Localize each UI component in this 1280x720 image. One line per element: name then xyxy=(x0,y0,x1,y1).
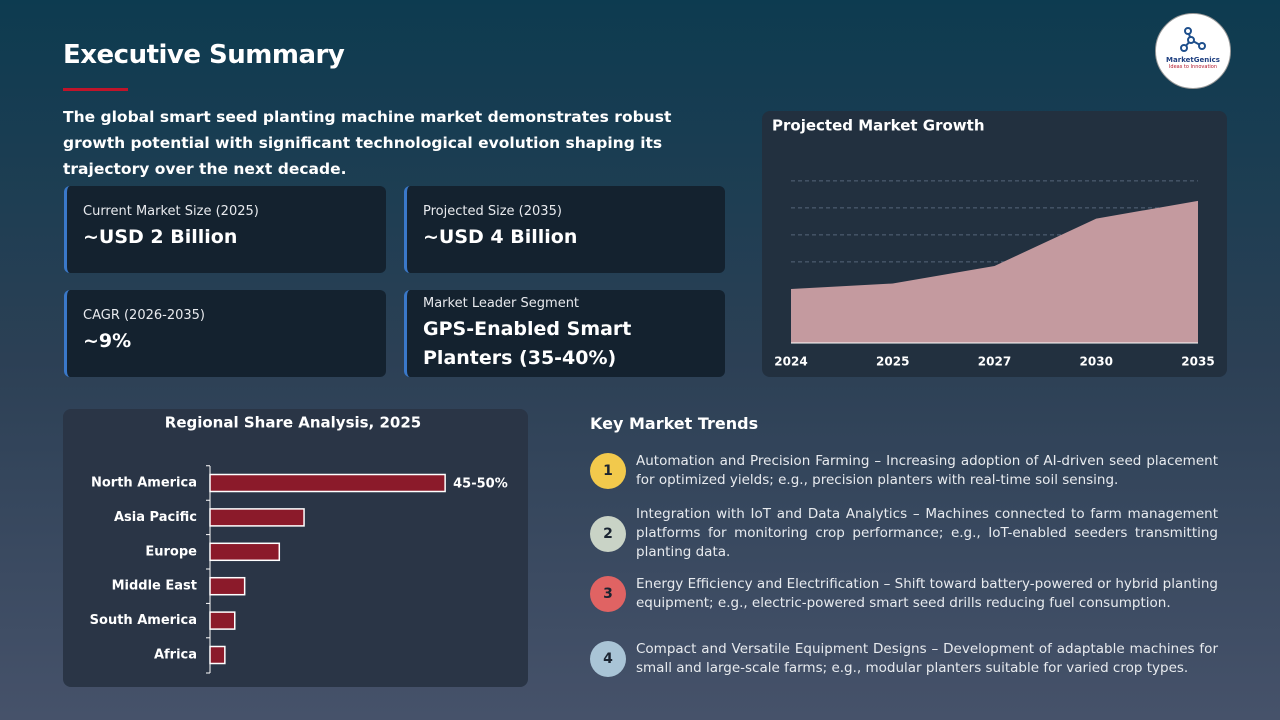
y-tick-label: South America xyxy=(90,613,197,628)
logo-icon xyxy=(1180,27,1206,52)
kpi-label: Market Leader Segment xyxy=(423,296,580,311)
intro: The global smart seed planting machine m… xyxy=(63,108,672,178)
trend-text: Compact and Versatile Equipment Designs … xyxy=(636,641,1218,676)
area xyxy=(791,200,1198,343)
trend-item: 1 Automation and Precision Farming – Incr… xyxy=(590,452,1218,490)
y-tick-label: Europe xyxy=(145,544,197,559)
title: Executive Summary xyxy=(63,40,345,70)
logo: MarketGenics Ideas to Innovation xyxy=(1155,13,1231,89)
logo-tagline: Ideas to Innovation xyxy=(1168,64,1218,70)
kpi-card: CAGR (2026-2035) ~9% xyxy=(64,290,386,377)
bar xyxy=(209,508,305,527)
bar xyxy=(209,611,236,630)
trend-item: 2 Integration with IoT and Data Analytics… xyxy=(590,505,1218,562)
x-tick-label: 2030 xyxy=(1080,355,1113,369)
kpi-card: Projected Size (2035) ~USD 4 Billion xyxy=(404,186,725,273)
trend-number: 1 xyxy=(590,453,626,489)
y-tick-label: North America xyxy=(91,476,197,491)
bar xyxy=(209,473,446,493)
kpi-card: Market Leader Segment GPS-Enabled Smart P… xyxy=(404,290,725,377)
trend-item: 4 Compact and Versatile Equipment Designs… xyxy=(590,640,1218,678)
kpi-value: GPS-Enabled Smart Planters (35-40%) xyxy=(423,318,632,369)
trend-text: Automation and Precision Farming – Incre… xyxy=(636,453,1218,488)
kpi-label: CAGR (2026-2035) xyxy=(83,308,205,323)
kpi-label: Current Market Size (2025) xyxy=(83,204,259,219)
trend-number: 3 xyxy=(590,576,626,612)
kpi-card: Current Market Size (2025) ~USD 2 Billion xyxy=(64,186,386,273)
value-label: 45-50% xyxy=(453,477,508,492)
logo-name: MarketGenics xyxy=(1166,56,1220,64)
trend-text: Energy Efficiency and Electrification – … xyxy=(636,576,1218,611)
bar-chart: Regional Share Analysis, 2025 North Ameri… xyxy=(63,409,528,687)
area-chart: Projected Market Growth 2024 2025 2027 2030 2… xyxy=(762,111,1227,377)
y-tick-label: Asia Pacific xyxy=(114,510,197,525)
kpi-value: ~USD 2 Billion xyxy=(83,226,238,248)
kpi-value: ~9% xyxy=(83,330,132,352)
x-tick-label: 2035 xyxy=(1181,355,1214,369)
chart-title: Regional Share Analysis, 2025 xyxy=(165,414,421,432)
trends-title: Key Market Trends xyxy=(590,414,759,433)
title-underline xyxy=(63,88,128,91)
trend-text: Integration with IoT and Data Analytics … xyxy=(636,506,1218,560)
x-tick-label: 2027 xyxy=(978,355,1011,369)
kpi-value: ~USD 4 Billion xyxy=(423,226,578,248)
x-tick-label: 2025 xyxy=(876,355,909,369)
y-tick-label: Middle East xyxy=(112,579,197,594)
kpi-label: Projected Size (2035) xyxy=(423,204,562,219)
y-tick-label: Africa xyxy=(154,648,197,663)
bar xyxy=(209,576,246,596)
bar xyxy=(209,645,226,665)
trend-number: 4 xyxy=(590,641,626,677)
chart-title: Projected Market Growth xyxy=(772,117,985,135)
trend-number: 2 xyxy=(590,515,626,552)
trend-item: 3 Energy Efficiency and Electrification –… xyxy=(590,575,1218,613)
x-tick-label: 2024 xyxy=(774,355,807,369)
bar xyxy=(209,542,281,562)
